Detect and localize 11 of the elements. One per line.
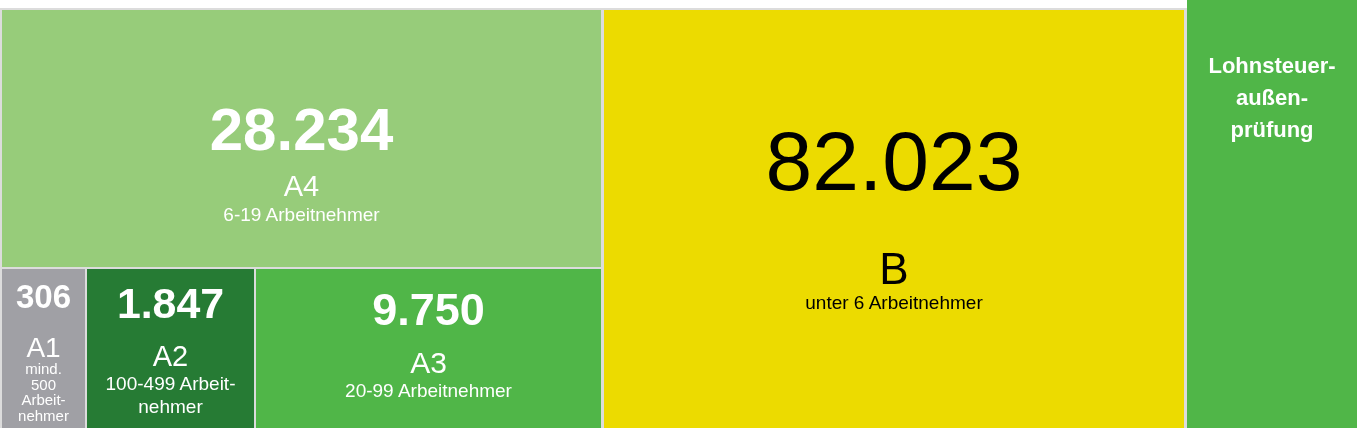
category-label: A4 6-19 Arbeitnehmer [223,170,381,225]
category-label: A1 mind. 500 Arbeit- nehmer [18,332,69,424]
category-label: A3 20-99 Arbeitnehmer [345,346,513,401]
data-label: 28.234 [209,96,394,163]
data-label: 306 [15,278,72,315]
category-label: A2 100-499 Arbeit- nehmer [105,340,236,417]
data-label: 9.750 [372,284,485,335]
category-label: B unter 6 Arbeitnehmer [805,244,984,313]
data-label: 1.847 [116,279,225,327]
data-label: 82.023 [765,114,1023,208]
text: Lohnsteuer- außen- prüfung [1207,52,1337,144]
